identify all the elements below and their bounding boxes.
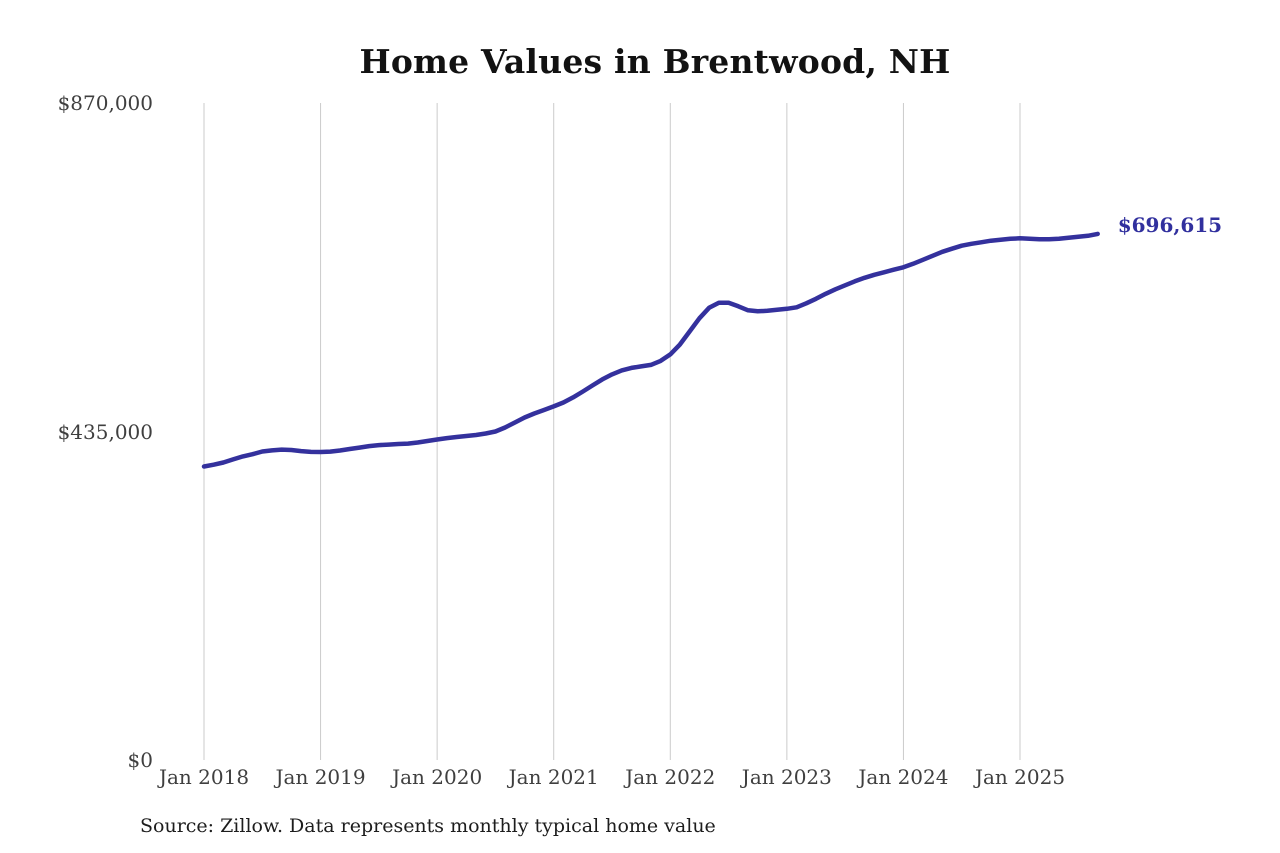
- home-value-line: [201, 231, 1100, 469]
- x-tick-label: Jan 2018: [158, 765, 250, 789]
- y-tick-label: $435,000: [57, 419, 153, 444]
- x-tick-label: Jan 2021: [508, 765, 599, 789]
- x-tick-label: Jan 2020: [392, 765, 483, 789]
- x-tick-label: Jan 2022: [625, 765, 716, 789]
- latest-value-annotation: $696,615: [1117, 212, 1223, 237]
- x-tick-label: Jan 2019: [275, 765, 366, 789]
- y-tick-label: $870,000: [57, 91, 153, 115]
- x-tick-label: Jan 2024: [858, 765, 949, 789]
- y-tick-label: $0: [127, 748, 153, 772]
- chart-title: Home Values in Brentwood, NH: [359, 42, 951, 81]
- x-tick-label: Jan 2023: [741, 765, 832, 789]
- gridlines: [203, 103, 1021, 760]
- source-note: Source: Zillow. Data represents monthly …: [140, 815, 716, 837]
- x-tick-label: Jan 2025: [974, 765, 1066, 789]
